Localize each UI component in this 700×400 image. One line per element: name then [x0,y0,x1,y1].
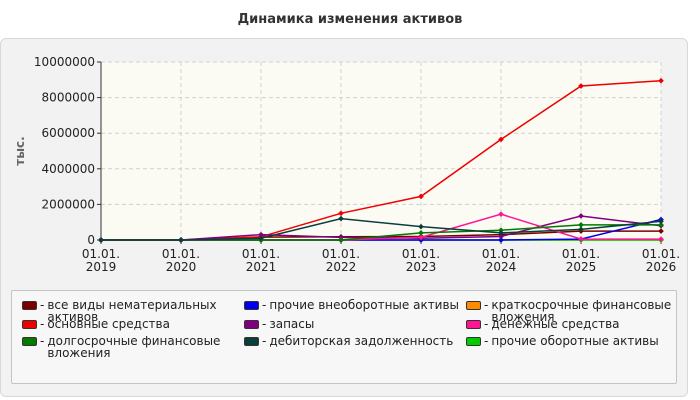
series-point [578,226,584,233]
series-line [101,217,662,241]
series-point [658,236,664,242]
x-tick-label: 2025 [566,260,597,274]
y-axis-label: тыс. [13,136,27,165]
legend-label: основные средства [47,317,170,331]
legend-swatch [466,337,481,346]
x-tick-label: 2023 [406,260,437,274]
legend-label: прочие внеоборотные активы [269,298,460,312]
legend-dash: - [484,317,489,331]
legend-dash: - [262,298,267,312]
legend-dash: - [262,317,267,331]
x-tick-label: 01.01. [562,247,600,261]
legend-label: долгосрочные финансовые вложения [47,334,221,360]
legend-item: - запасы [244,318,469,330]
legend-swatch [244,320,259,329]
legend-swatch [22,320,37,329]
legend-swatch [22,337,37,346]
series-point [498,211,504,218]
legend-swatch [244,301,259,310]
y-tick-label: 0 [87,233,95,247]
x-tick-label: 2020 [166,260,197,274]
series-point [338,237,344,243]
legend-item: - долгосрочные финансовые вложения [22,335,247,359]
series-point [338,215,344,222]
series-point [658,228,664,234]
legend-dash: - [40,317,45,331]
legend-swatch [22,301,37,310]
x-tick-label: 2022 [326,260,357,274]
x-tick-label: 2024 [486,260,517,274]
legend-item: - все виды нематериальных активов [22,299,247,323]
plot-area [101,62,661,240]
legend-swatch [244,337,259,346]
legend-dash: - [484,298,489,312]
legend-item: - краткосрочные финансовые вложения [466,299,691,323]
series-point [418,223,424,230]
legend-label: дебиторская задолженность [269,334,454,348]
chart-title: Динамика изменения активов [237,12,463,27]
legend-swatch [466,320,481,329]
x-tick-label: 01.01. [642,247,680,261]
x-tick-label: 2026 [646,260,677,274]
series-point [178,237,184,243]
series-point [658,218,664,225]
legend-label: краткосрочные финансовые вложения [491,298,672,324]
series-point [338,210,344,217]
series-point [658,77,664,84]
legend-label: денежные средства [491,317,620,331]
y-tick-label: 10000000 [34,55,95,69]
legend-dash: - [484,334,489,348]
legend-item: - денежные средства [466,318,691,330]
legend-dash: - [40,334,45,348]
y-tick-label: 6000000 [42,126,95,140]
x-tick-label: 01.01. [482,247,520,261]
series-point [658,222,664,228]
x-tick-label: 01.01. [162,247,200,261]
legend-item: - прочие внеоборотные активы [244,299,469,311]
series-point [578,236,584,242]
x-tick-label: 2021 [246,260,277,274]
series-point [418,193,424,200]
series-point [498,136,504,143]
legend-swatch [466,301,481,310]
legend-label: все виды нематериальных активов [47,298,217,324]
series-point [578,222,584,228]
series-point [418,234,424,241]
legend-dash: - [40,298,45,312]
series-point [258,231,264,238]
x-tick-label: 01.01. [402,247,440,261]
y-tick-label: 4000000 [42,162,95,176]
legend-label: прочие оборотные активы [491,334,659,348]
series-point [418,230,424,236]
x-tick-label: 2019 [86,260,117,274]
y-tick-label: 2000000 [42,197,95,211]
legend-label: запасы [269,317,315,331]
legend-dash: - [262,334,267,348]
series-point [498,230,504,236]
x-tick-label: 01.01. [82,247,120,261]
legend-item: - основные средства [22,318,247,330]
x-tick-label: 01.01. [242,247,280,261]
series-point [578,213,584,219]
chart-legend: - все виды нематериальных активов - прочие … [11,290,677,384]
y-tick-label: 8000000 [42,91,95,105]
x-tick-label: 01.01. [322,247,360,261]
series-point [258,235,264,242]
legend-item: - дебиторская задолженность [244,335,469,347]
series-point [498,237,504,243]
legend-item: - прочие оборотные активы [466,335,691,347]
series-point [498,233,504,240]
series-point [98,237,104,243]
series-point [578,83,584,89]
